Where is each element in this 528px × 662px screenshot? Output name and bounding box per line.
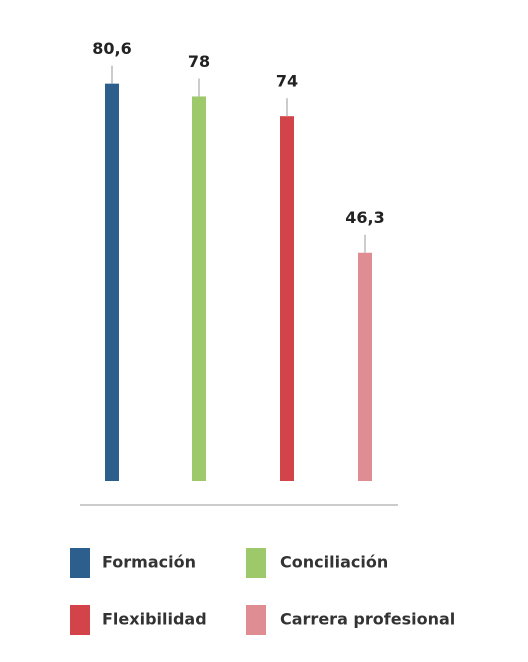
bar (105, 83, 119, 481)
bar (358, 252, 372, 481)
legend-label: Formación (102, 553, 196, 572)
legend-label: Carrera profesional (280, 610, 455, 629)
legend-swatch (246, 605, 266, 635)
legend-label: Flexibilidad (102, 610, 207, 629)
value-label: 80,6 (92, 39, 131, 58)
legend-swatch (70, 548, 90, 578)
bar (280, 116, 294, 482)
value-label: 78 (188, 52, 210, 71)
value-label: 46,3 (345, 208, 384, 227)
legend-swatch (246, 548, 266, 578)
legend-label: Conciliación (280, 553, 388, 572)
legend-swatch (70, 605, 90, 635)
value-label: 74 (276, 72, 298, 91)
bar (192, 96, 206, 482)
